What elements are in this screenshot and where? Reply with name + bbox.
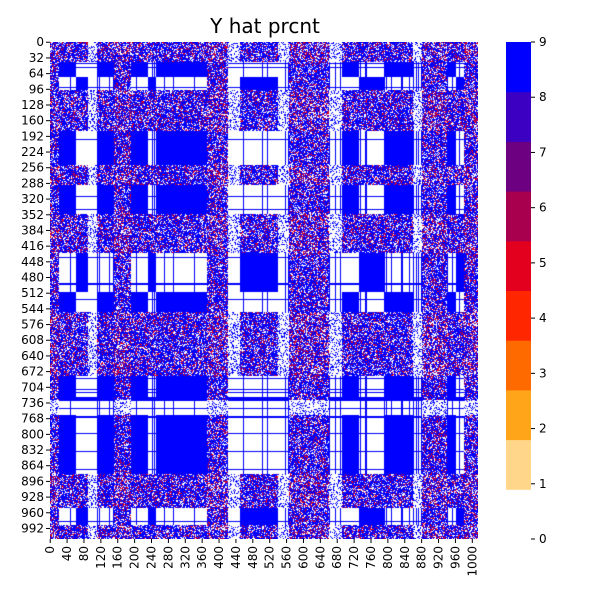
y-tick-label: 288 <box>21 176 44 190</box>
y-tick-label: 864 <box>21 459 44 473</box>
colorbar-band <box>506 141 531 192</box>
y-tick-label: 640 <box>21 349 44 363</box>
x-axis: 0 40 80 120 160 200 240 280 320 360 400 440 480 520 56… <box>43 539 479 577</box>
x-tick-label: 200 <box>128 546 142 569</box>
chart-title: Y hat prcnt <box>209 14 320 38</box>
y-tick-label: 160 <box>21 114 44 128</box>
y-tick-label: 512 <box>21 286 44 300</box>
colorbar-band <box>506 191 531 242</box>
colorbar-band <box>506 290 531 341</box>
y-tick-label: 0 <box>36 35 44 49</box>
y-tick-label: 576 <box>21 318 44 332</box>
x-tick-label: 800 <box>381 546 395 569</box>
heatmap-canvas <box>50 42 478 539</box>
y-tick-label: 896 <box>21 474 44 488</box>
colorbar-tick-label: 1 <box>539 477 547 491</box>
colorbar-tick-label: 9 <box>539 35 547 49</box>
x-tick-label: 920 <box>432 546 446 569</box>
y-tick-label: 672 <box>21 365 44 379</box>
x-tick-label: 360 <box>195 546 209 569</box>
x-tick-label: 560 <box>280 546 294 569</box>
heatmap-area <box>50 42 478 539</box>
colorbar-band <box>506 240 531 291</box>
x-tick-label: 880 <box>415 546 429 569</box>
x-tick-label: 400 <box>212 546 226 569</box>
y-tick-label: 96 <box>29 82 44 96</box>
colorbar-tick-label: 0 <box>539 532 547 546</box>
y-tick-label: 64 <box>29 67 44 81</box>
colorbar-band <box>506 91 531 142</box>
colorbar <box>506 42 531 540</box>
y-tick-label: 832 <box>21 443 44 457</box>
y-tick-label: 128 <box>21 98 44 112</box>
y-tick-label: 32 <box>29 51 44 65</box>
y-tick-label: 256 <box>21 161 44 175</box>
y-tick-label: 960 <box>21 506 44 520</box>
x-tick-label: 760 <box>364 546 378 569</box>
y-tick-label: 352 <box>21 208 44 222</box>
x-tick-label: 720 <box>347 546 361 569</box>
y-tick-label: 192 <box>21 129 44 143</box>
y-tick-label: 800 <box>21 427 44 441</box>
y-tick-label: 928 <box>21 490 44 504</box>
y-tick-label: 320 <box>21 192 44 206</box>
colorbar-band <box>506 439 531 490</box>
y-tick-label: 544 <box>21 302 44 316</box>
y-tick-label: 416 <box>21 239 44 253</box>
x-tick-label: 680 <box>330 546 344 569</box>
y-tick-label: 384 <box>21 223 44 237</box>
x-tick-label: 0 <box>43 546 57 554</box>
colorbar-tick-label: 8 <box>539 90 547 104</box>
x-tick-label: 160 <box>111 546 125 569</box>
x-tick-label: 1000 <box>465 546 479 577</box>
x-tick-label: 640 <box>313 546 327 569</box>
x-tick-label: 40 <box>60 546 74 561</box>
x-tick-label: 960 <box>448 546 462 569</box>
colorbar-tick-label: 4 <box>539 311 547 325</box>
y-tick-label: 448 <box>21 255 44 269</box>
x-tick-label: 240 <box>145 546 159 569</box>
colorbar-tick-label: 7 <box>539 145 547 159</box>
x-tick-label: 320 <box>178 546 192 569</box>
y-tick-label: 704 <box>21 380 44 394</box>
x-tick-label: 280 <box>161 546 175 569</box>
colorbar-band <box>506 340 531 391</box>
colorbar-band <box>506 389 531 441</box>
y-tick-label: 608 <box>21 333 44 347</box>
colorbar-band <box>506 42 531 93</box>
x-tick-label: 80 <box>77 546 91 561</box>
y-tick-label: 736 <box>21 396 44 410</box>
x-tick-label: 520 <box>263 546 277 569</box>
x-tick-label: 440 <box>229 546 243 569</box>
x-tick-label: 120 <box>94 546 108 569</box>
colorbar-tick-label: 2 <box>539 422 547 436</box>
y-tick-label: 480 <box>21 271 44 285</box>
colorbar-tick-label: 3 <box>539 366 547 380</box>
colorbar-band <box>506 489 531 540</box>
colorbar-axis: 0 1 2 3 4 5 6 7 8 9 <box>531 35 547 546</box>
x-tick-label: 600 <box>296 546 310 569</box>
y-tick-label: 992 <box>21 521 44 535</box>
x-tick-label: 840 <box>398 546 412 569</box>
x-tick-label: 480 <box>246 546 260 569</box>
colorbar-tick-label: 5 <box>539 256 547 270</box>
colorbar-tick-label: 6 <box>539 201 547 215</box>
y-tick-label: 224 <box>21 145 44 159</box>
y-tick-label: 768 <box>21 412 44 426</box>
